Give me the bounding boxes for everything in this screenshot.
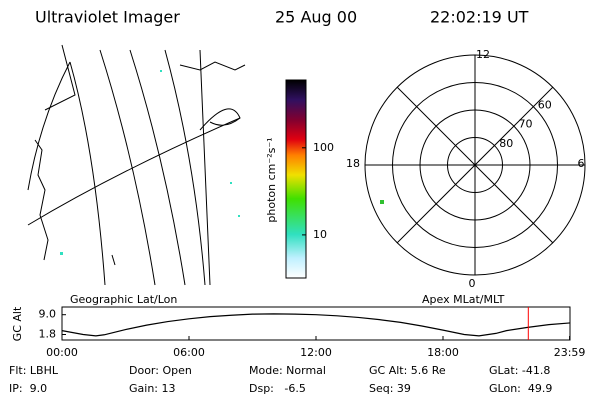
colorbar-label: photon cm⁻²s⁻¹	[265, 137, 278, 222]
lat-ring	[447, 137, 503, 193]
lat-ring	[392, 82, 558, 248]
panel-label: Apex MLat/MLT	[422, 293, 505, 306]
colorbar-tick-label: 10	[313, 228, 327, 241]
status-field: IP: 9.0	[9, 382, 47, 395]
title: Ultraviolet Imager	[35, 8, 180, 27]
plot-frame	[61, 306, 571, 341]
mlt-label: 6	[578, 157, 585, 170]
lat-label: 70	[519, 118, 533, 131]
date: 25 Aug 00	[275, 8, 357, 27]
y-tick-label: 1.8	[39, 328, 57, 341]
y-axis-label: GC Alt	[11, 306, 24, 341]
x-tick-label: 06:00	[173, 346, 205, 359]
colorbar-ticks: 10 100	[302, 141, 334, 241]
speck	[160, 70, 162, 72]
status-field: GC Alt: 5.6 Re	[369, 364, 446, 377]
mlt-label: 18	[346, 157, 360, 170]
mlt-label: 0	[469, 277, 476, 290]
geo-map	[27, 44, 246, 286]
x-tick-label: 12:00	[300, 346, 332, 359]
speck	[230, 182, 232, 184]
x-tick-label: 23:59	[554, 346, 586, 359]
status-field: GLon: 49.9	[489, 382, 552, 395]
status-field: Door: Open	[129, 364, 192, 377]
mlt-label: 12	[476, 48, 490, 61]
speck	[380, 200, 384, 204]
lat-label: 60	[538, 98, 552, 111]
speck	[238, 215, 240, 217]
panel-label: Geographic Lat/Lon	[70, 293, 177, 306]
footer: Flt: LBHL Door: Open Mode: Normal GC Alt: 5…	[9, 364, 552, 395]
status-field: Flt: LBHL	[9, 364, 59, 377]
y-tick-label: 9.0	[39, 308, 57, 321]
lat-ring	[419, 109, 531, 221]
axis	[396, 86, 554, 244]
status-field: Gain: 13	[129, 382, 176, 395]
alt-line	[61, 313, 571, 337]
status-field: Seq: 39	[369, 382, 411, 395]
x-tick-label: 00:00	[46, 346, 78, 359]
status-field: Dsp: -6.5	[249, 382, 306, 395]
colorbar-tick-label: 100	[313, 141, 334, 154]
time: 22:02:19 UT	[430, 8, 529, 27]
alt-plot: 9.0 1.8 00:00 06:00 12:00 18:00 23:59	[39, 307, 586, 359]
speck	[60, 252, 63, 255]
status-field: Mode: Normal	[249, 364, 326, 377]
status-field: GLat: -41.8	[489, 364, 550, 377]
lat-label: 80	[499, 137, 513, 150]
polar-plot: 12 6 0 18 80 70 60	[346, 48, 586, 290]
x-tick-label: 18:00	[427, 346, 459, 359]
colorbar	[285, 79, 307, 279]
